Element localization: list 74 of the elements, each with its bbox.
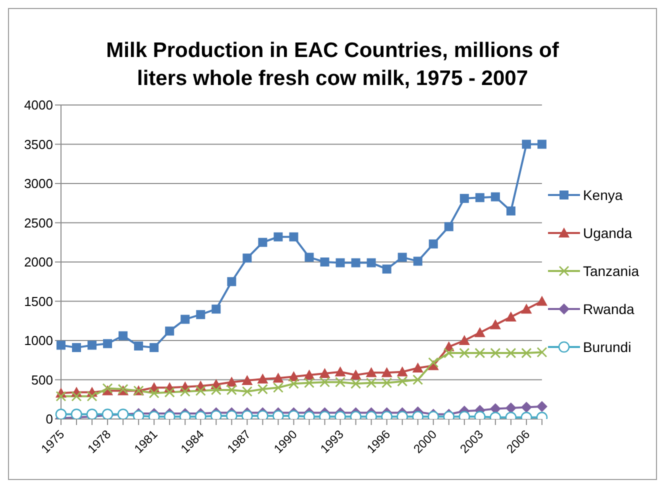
point: [242, 375, 253, 386]
point: [210, 410, 222, 419]
point: [226, 376, 238, 387]
y-tick-label: 1500: [24, 294, 53, 309]
y-tick-label: 4000: [24, 98, 53, 113]
point: [412, 362, 424, 372]
point: [257, 410, 268, 419]
point: [272, 410, 284, 419]
chart-title: Milk Production in EAC Countries, millions of liters whole fresh cow milk, 1975 - 2007: [105, 38, 560, 92]
point: [505, 311, 516, 322]
point: [257, 373, 268, 384]
point: [460, 194, 469, 203]
point: [428, 239, 438, 248]
y-tick-label: 2500: [24, 215, 53, 230]
point: [319, 368, 330, 378]
point: [272, 372, 284, 383]
y-tick-label: 3500: [24, 136, 53, 152]
y-tick-label: 1000: [24, 333, 53, 348]
legend-label: Rwanda: [582, 301, 634, 317]
point: [520, 402, 532, 413]
point: [134, 341, 144, 350]
point: [413, 256, 422, 266]
point: [212, 304, 221, 314]
point: [227, 277, 236, 286]
point: [289, 232, 298, 242]
point: [334, 366, 346, 376]
point: [382, 264, 392, 274]
point: [274, 232, 283, 242]
point: [522, 140, 531, 149]
point: [196, 310, 206, 320]
point: [304, 370, 315, 380]
point: [118, 331, 128, 340]
y-tick-label: 2000: [24, 254, 53, 270]
point: [536, 296, 548, 306]
point: [70, 408, 82, 419]
point: [506, 206, 516, 216]
point: [350, 370, 362, 380]
y-tick-label: 3000: [24, 176, 53, 192]
point: [150, 343, 159, 352]
point: [474, 327, 486, 338]
point: [320, 258, 330, 266]
point: [304, 252, 314, 262]
point: [103, 339, 112, 348]
point: [366, 367, 377, 378]
point: [475, 193, 484, 202]
legend-label: Burundi: [582, 339, 632, 355]
point: [242, 410, 253, 419]
point: [490, 319, 501, 330]
point: [458, 335, 470, 345]
point: [444, 222, 454, 232]
point: [336, 258, 345, 268]
point: [226, 410, 238, 419]
point: [88, 340, 97, 350]
y-tick-label: 500: [31, 372, 53, 388]
point: [242, 254, 252, 263]
point: [398, 252, 407, 262]
legend-label: Kenya: [582, 187, 623, 203]
point: [86, 408, 98, 419]
point: [520, 304, 532, 314]
point: [180, 314, 190, 324]
point: [381, 367, 392, 378]
point: [537, 140, 546, 149]
y-tick-label: 0: [46, 412, 53, 427]
point: [258, 238, 268, 247]
point: [165, 326, 174, 336]
legend-label: Uganda: [582, 225, 632, 241]
point: [351, 258, 360, 268]
point: [288, 410, 300, 419]
point: [366, 258, 376, 268]
point: [536, 400, 548, 412]
point: [72, 343, 82, 352]
legend-label: Tanzania: [582, 263, 639, 279]
point: [490, 192, 500, 202]
point: [396, 366, 408, 376]
